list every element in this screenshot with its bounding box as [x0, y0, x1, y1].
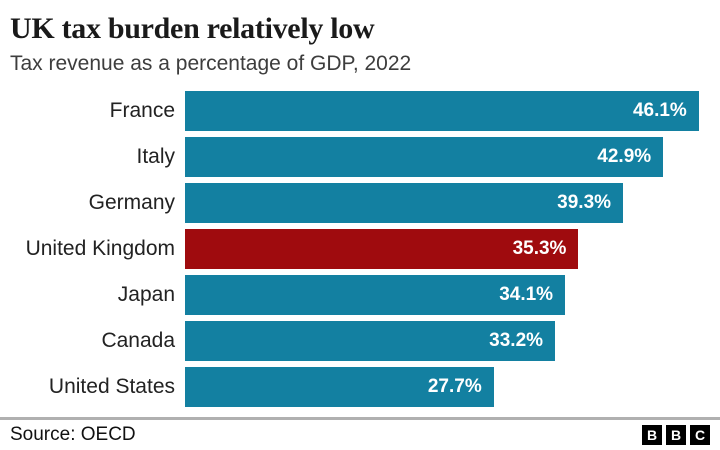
category-label: Canada — [101, 329, 175, 352]
bar: 34.1% — [185, 275, 566, 315]
bar: 39.3% — [185, 183, 624, 223]
category-label: Germany — [88, 191, 175, 214]
bar-track: 34.1% — [185, 275, 720, 315]
value-label: 27.7% — [427, 376, 482, 397]
chart-row: United States 27.7% — [0, 367, 720, 407]
bar: 42.9% — [185, 137, 664, 177]
chart-row: Canada 33.2% — [0, 321, 720, 361]
source-label: Source: OECD — [10, 424, 136, 445]
value-label: 39.3% — [557, 192, 612, 213]
value-label: 33.2% — [489, 330, 544, 351]
bar-track: 33.2% — [185, 321, 720, 361]
chart-title: UK tax burden relatively low — [10, 12, 375, 45]
chart-row: United Kingdom 35.3% — [0, 229, 720, 269]
chart-row: France 46.1% — [0, 91, 720, 131]
bar-highlight: 35.3% — [185, 229, 579, 269]
bar-track: 39.3% — [185, 183, 720, 223]
bbc-logo-block: B — [642, 425, 662, 445]
chart-row: Germany 39.3% — [0, 183, 720, 223]
category-label: France — [109, 99, 175, 122]
bbc-logo-block: B — [666, 425, 686, 445]
value-label: 34.1% — [499, 284, 554, 305]
bbc-logo-block: C — [690, 425, 710, 445]
bar-chart: France 46.1% Italy 42.9% Germany 39.3% United … — [0, 91, 720, 407]
value-label: 46.1% — [632, 100, 687, 121]
chart-subtitle: Tax revenue as a percentage of GDP, 2022 — [10, 52, 412, 75]
bar: 27.7% — [185, 367, 494, 407]
chart-header: UK tax burden relatively low Tax revenue… — [0, 0, 720, 76]
bar-track: 27.7% — [185, 367, 720, 407]
bar-track: 46.1% — [185, 91, 720, 131]
bar: 46.1% — [185, 91, 699, 131]
value-label: 35.3% — [512, 238, 567, 259]
value-label: 42.9% — [597, 146, 652, 167]
category-label: United States — [48, 375, 175, 398]
chart-row: Italy 42.9% — [0, 137, 720, 177]
category-label: United Kingdom — [25, 237, 175, 260]
bar: 33.2% — [185, 321, 556, 361]
category-label: Japan — [117, 283, 175, 306]
category-label: Italy — [136, 145, 175, 168]
bar-track: 42.9% — [185, 137, 720, 177]
chart-row: Japan 34.1% — [0, 275, 720, 315]
bar-track: 35.3% — [185, 229, 720, 269]
